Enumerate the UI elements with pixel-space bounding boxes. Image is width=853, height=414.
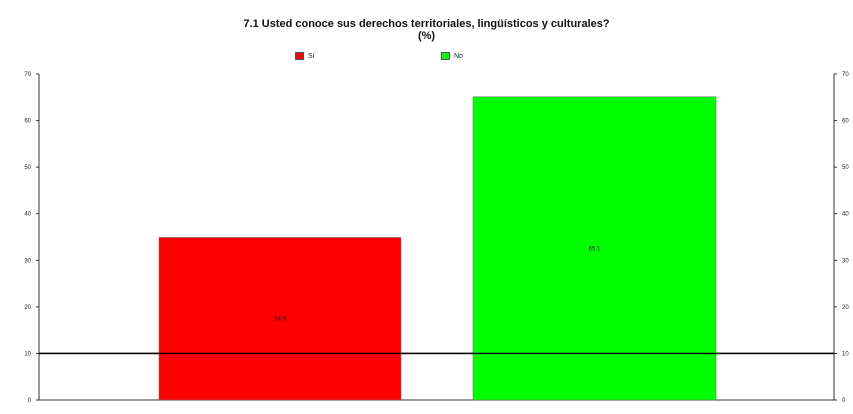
y-tick-label-right: 50 — [842, 165, 849, 171]
y-tick-label-left: 20 — [24, 305, 31, 311]
bar-no — [472, 96, 717, 401]
bar-s — [158, 237, 402, 401]
y-tick-label-left: 50 — [24, 165, 31, 171]
y-tick-label-left: 10 — [24, 351, 31, 357]
chart-legend: Sí No — [0, 50, 853, 64]
y-tick-label-right: 20 — [842, 305, 849, 311]
y-tick-label-left: 40 — [24, 212, 31, 218]
y-tick-label-right: 40 — [842, 212, 849, 218]
legend-label-no: No — [454, 52, 463, 60]
data-label-1: 65.1 — [589, 246, 601, 252]
chart-title-line2: (%) — [417, 30, 436, 42]
y-tick-label-left: 30 — [24, 258, 31, 264]
y-tick-label-left: 60 — [24, 119, 31, 125]
y-tick-label-left: 70 — [24, 72, 31, 78]
y-tick-label-right: 70 — [842, 72, 849, 78]
legend-item-no: No — [441, 50, 463, 62]
chart-title: 7.1 Usted conoce sus derechos territoria… — [0, 18, 853, 42]
data-label-0: 34.9 — [274, 317, 286, 323]
legend-swatch-si — [295, 52, 304, 60]
legend-item-si: Sí — [295, 50, 315, 62]
y-tick-label-right: 30 — [842, 258, 849, 264]
chart-title-line1: 7.1 Usted conoce sus derechos territoria… — [243, 18, 610, 30]
y-tick-label-left: 0 — [28, 398, 32, 404]
y-tick-label-right: 60 — [842, 119, 849, 125]
legend-label-si: Sí — [308, 52, 315, 60]
legend-swatch-no — [441, 52, 450, 60]
y-tick-label-right: 0 — [842, 398, 846, 404]
y-tick-label-right: 10 — [842, 351, 849, 357]
